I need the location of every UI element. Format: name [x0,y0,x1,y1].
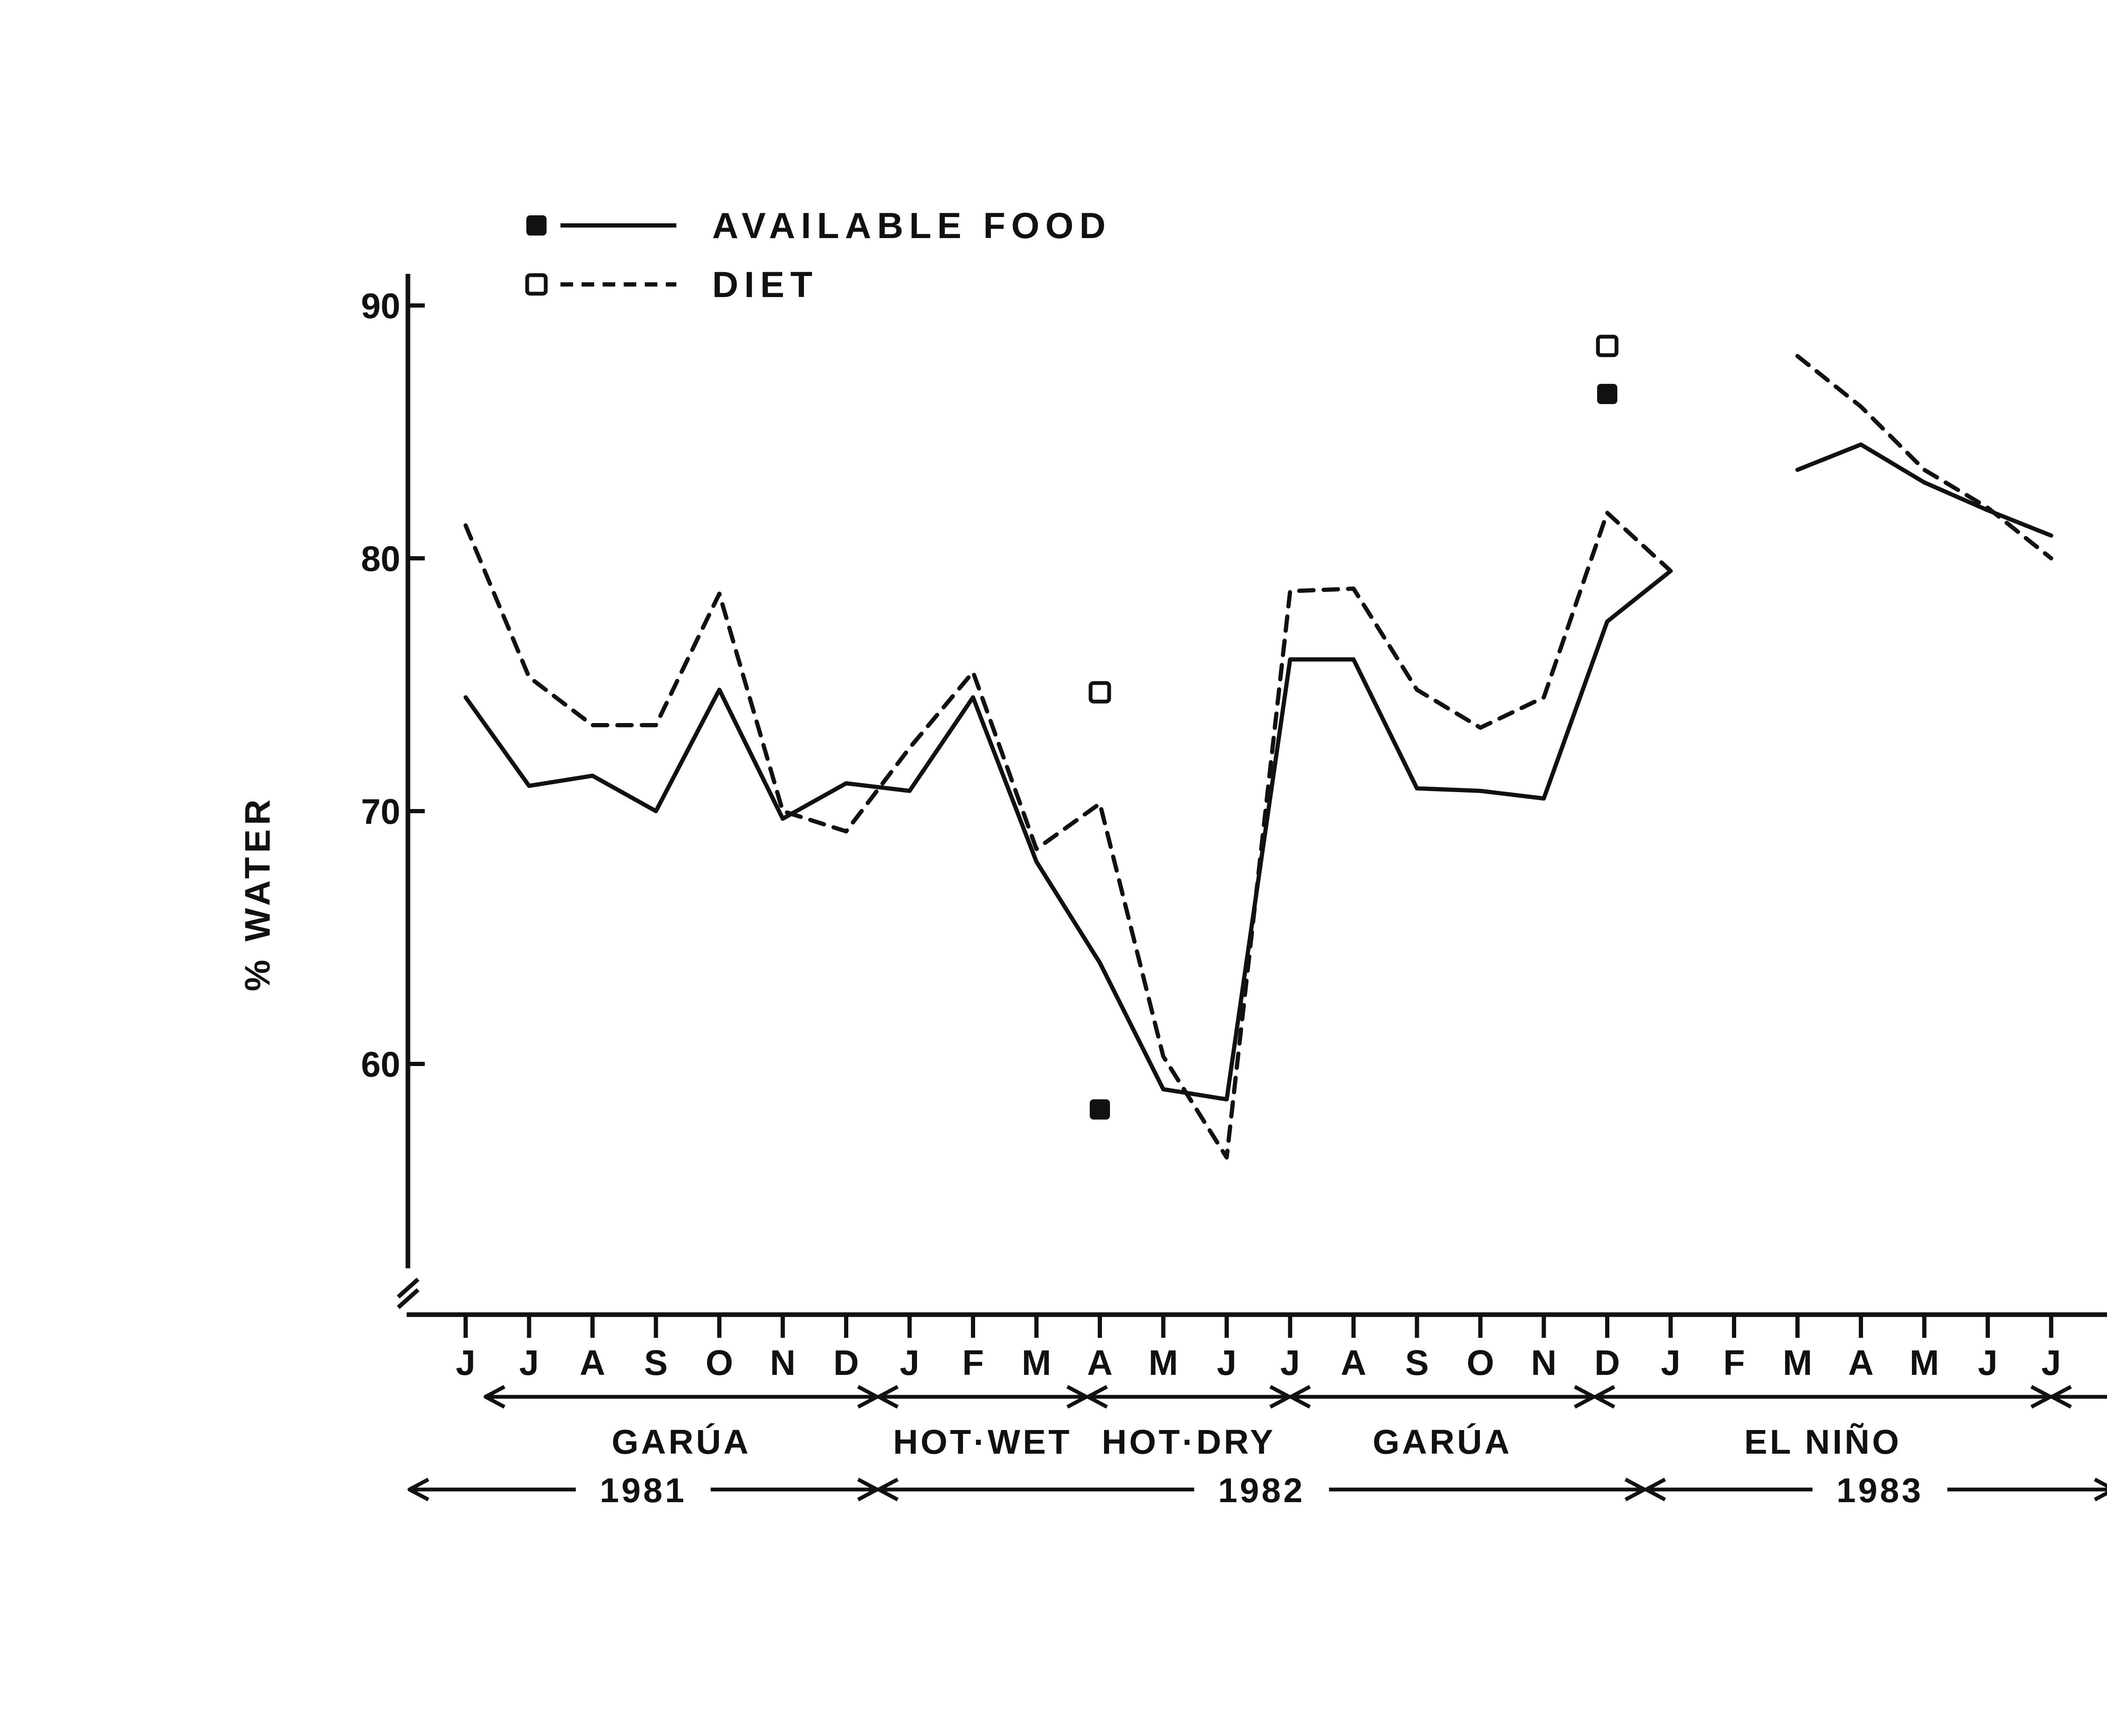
y-tick-label: 60 [361,1045,400,1084]
axes [397,274,2107,1317]
season-label: HOT·WET [893,1423,1072,1461]
x-tick-label: J [519,1343,539,1382]
series-layer [464,354,2053,1160]
x-tick-label: M [1783,1343,1812,1382]
band-arrow [1289,1385,1311,1409]
x-tick-label: O [705,1343,733,1382]
x-tick-label: M [1149,1343,1178,1382]
band-arrow [483,1385,506,1409]
y-tick-label: 80 [361,539,400,579]
band-arrow [877,1478,899,1501]
x-tick-label: J [1661,1343,1681,1382]
legend-label: AVAILABLE FOOD [712,206,1112,246]
band-arrow [1593,1385,1616,1409]
x-tick-label: F [1723,1343,1745,1382]
year-label: 1983 [1836,1471,1923,1510]
legend-open-square-icon [525,273,548,296]
period-bands: GARÚA HOT·WET HOT·DRY GARÚA EL NIÑO 1981 1982 1… [407,1385,2107,1510]
y-tick-label: 90 [361,286,400,326]
series-line-diet [464,511,1673,1160]
legend: AVAILABLE FOOD DIET [525,206,1112,305]
x-tick-label: J [1978,1343,1998,1382]
filled-square-point [1090,1099,1110,1120]
x-tick-label: A [580,1343,606,1382]
x-tick-label: N [770,1343,796,1382]
x-tick-label: M [1022,1343,1051,1382]
x-tick-label: S [1405,1343,1429,1382]
x-tick-label: J [1280,1343,1300,1382]
x-tick-label: D [834,1343,859,1382]
band-arrow [2094,1478,2107,1501]
legend-label: DIET [712,265,818,305]
y-axis-break-mark [397,1278,420,1309]
year-label: 1981 [600,1471,686,1510]
x-tick-label: N [1531,1343,1557,1382]
x-tick-label: A [1341,1343,1367,1382]
series-line-available-food [464,569,1673,1101]
season-label: GARÚA [1372,1423,1512,1461]
open-square-point [1596,335,1619,357]
band-arrow [1086,1385,1108,1409]
filled-square-point [1597,384,1617,404]
season-label: GARÚA [611,1423,751,1461]
x-tick-label: J [900,1343,919,1382]
band-arrow [877,1385,899,1409]
isolated-points [1088,335,1619,1120]
x-tick-label: O [1466,1343,1494,1382]
series-line-diet [1795,354,2053,560]
x-tick-label: J [456,1343,476,1382]
x-tick-label: J [1217,1343,1237,1382]
band-arrow [1644,1478,1666,1501]
x-tick-label: D [1595,1343,1620,1382]
legend-filled-square-icon [526,215,547,236]
x-tick-label: J [2041,1343,2061,1382]
y-tick-label: 70 [361,792,400,831]
season-label: HOT·DRY [1102,1423,1275,1461]
x-tick-label: M [1910,1343,1939,1382]
open-square-point [1088,681,1111,704]
x-tick-label: A [1848,1343,1874,1382]
x-tick-label: S [644,1343,667,1382]
x-tick-label: F [962,1343,984,1382]
band-arrow [407,1478,429,1501]
season-label: EL NIÑO [1744,1423,1901,1461]
y-axis-label: % WATER [238,795,277,991]
x-tick-label: A [1087,1343,1113,1382]
series-line-available-food [1795,442,2053,538]
year-label: 1982 [1218,1471,1305,1510]
